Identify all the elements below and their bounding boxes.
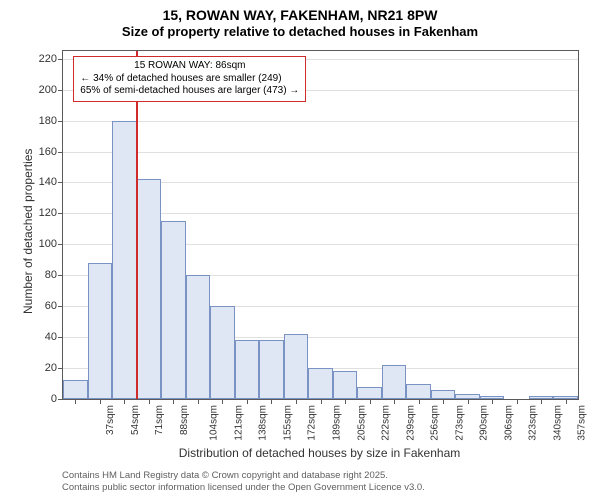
x-tick-label: 306sqm	[503, 405, 514, 441]
y-tick-mark	[58, 90, 63, 91]
y-tick-mark	[58, 213, 63, 214]
copyright-notice: Contains HM Land Registry data © Crown c…	[62, 470, 425, 494]
x-axis-label: Distribution of detached houses by size …	[62, 446, 577, 460]
x-tick-label: 222sqm	[381, 405, 392, 441]
x-tick-mark	[468, 399, 469, 404]
y-tick-label: 160	[39, 146, 57, 158]
title-line2: Size of property relative to detached ho…	[0, 24, 600, 41]
x-tick-label: 357sqm	[577, 405, 588, 441]
x-tick-mark	[271, 399, 272, 404]
x-tick-mark	[517, 399, 518, 404]
y-tick-label: 220	[39, 53, 57, 65]
title-line1: 15, ROWAN WAY, FAKENHAM, NR21 8PW	[0, 6, 600, 24]
x-tick-label: 172sqm	[307, 405, 318, 441]
y-tick-label: 140	[39, 176, 57, 188]
x-tick-mark	[124, 399, 125, 404]
x-tick-label: 88sqm	[179, 405, 190, 435]
y-axis-label: Number of detached properties	[21, 149, 35, 314]
annotation-box: 15 ROWAN WAY: 86sqm← 34% of detached hou…	[73, 56, 306, 102]
x-tick-label: 189sqm	[332, 405, 343, 441]
x-tick-mark	[198, 399, 199, 404]
y-tick-mark	[58, 399, 63, 400]
histogram-bar	[284, 334, 309, 399]
x-tick-mark	[100, 399, 101, 404]
y-tick-label: 80	[45, 269, 57, 281]
x-tick-label: 205sqm	[356, 405, 367, 441]
x-tick-label: 340sqm	[552, 405, 563, 441]
x-tick-label: 121sqm	[233, 405, 244, 441]
x-tick-mark	[541, 399, 542, 404]
histogram-bar	[186, 275, 211, 399]
histogram-bar	[137, 179, 162, 399]
x-tick-label: 323sqm	[528, 405, 539, 441]
x-tick-label: 239sqm	[405, 405, 416, 441]
gridline	[63, 152, 578, 153]
x-tick-mark	[173, 399, 174, 404]
x-tick-mark	[149, 399, 150, 404]
y-tick-label: 60	[45, 300, 57, 312]
histogram-bar	[88, 263, 113, 399]
histogram-bar	[357, 387, 382, 399]
y-tick-mark	[58, 368, 63, 369]
histogram-bar	[431, 390, 456, 399]
histogram-bar	[382, 365, 407, 399]
y-tick-mark	[58, 121, 63, 122]
histogram-bar	[235, 340, 260, 399]
y-tick-label: 180	[39, 115, 57, 127]
histogram-bar	[210, 306, 235, 399]
y-tick-label: 200	[39, 84, 57, 96]
x-tick-label: 273sqm	[454, 405, 465, 441]
y-tick-mark	[58, 306, 63, 307]
x-tick-label: 290sqm	[479, 405, 490, 441]
y-tick-mark	[58, 275, 63, 276]
x-tick-mark	[75, 399, 76, 404]
x-tick-label: 71sqm	[154, 405, 165, 435]
x-tick-mark	[321, 399, 322, 404]
x-tick-mark	[394, 399, 395, 404]
histogram-bar	[63, 380, 88, 399]
y-tick-label: 0	[51, 393, 57, 405]
x-tick-label: 54sqm	[130, 405, 141, 435]
annotation-line: ← 34% of detached houses are smaller (24…	[80, 73, 299, 86]
y-tick-mark	[58, 152, 63, 153]
x-tick-label: 37sqm	[105, 405, 116, 435]
x-tick-label: 138sqm	[258, 405, 269, 441]
x-tick-mark	[345, 399, 346, 404]
y-tick-mark	[58, 59, 63, 60]
histogram-bar	[308, 368, 333, 399]
histogram-bar	[406, 384, 431, 399]
x-tick-mark	[443, 399, 444, 404]
y-tick-mark	[58, 244, 63, 245]
x-tick-label: 256sqm	[430, 405, 441, 441]
y-tick-label: 120	[39, 207, 57, 219]
histogram-bar	[259, 340, 284, 399]
x-tick-label: 155sqm	[283, 405, 294, 441]
histogram-bar	[333, 371, 358, 399]
histogram-bar	[112, 121, 137, 399]
x-tick-mark	[419, 399, 420, 404]
y-tick-label: 20	[45, 362, 57, 374]
y-tick-mark	[58, 182, 63, 183]
gridline	[63, 121, 578, 122]
reference-line	[136, 51, 138, 399]
annotation-line: 15 ROWAN WAY: 86sqm	[80, 60, 299, 73]
x-tick-mark	[296, 399, 297, 404]
copyright-line1: Contains HM Land Registry data © Crown c…	[62, 470, 425, 482]
annotation-line: 65% of semi-detached houses are larger (…	[80, 85, 299, 98]
x-tick-mark	[222, 399, 223, 404]
copyright-line2: Contains public sector information licen…	[62, 482, 425, 494]
histogram-bar	[161, 221, 186, 399]
y-tick-label: 100	[39, 238, 57, 250]
x-tick-mark	[492, 399, 493, 404]
chart-title: 15, ROWAN WAY, FAKENHAM, NR21 8PW Size o…	[0, 0, 600, 41]
plot-area: 02040608010012014016018020022037sqm54sqm…	[62, 50, 579, 400]
chart-container: 15, ROWAN WAY, FAKENHAM, NR21 8PW Size o…	[0, 0, 600, 500]
x-tick-mark	[370, 399, 371, 404]
x-tick-mark	[566, 399, 567, 404]
x-tick-label: 104sqm	[209, 405, 220, 441]
y-tick-label: 40	[45, 331, 57, 343]
y-tick-mark	[58, 337, 63, 338]
x-tick-mark	[247, 399, 248, 404]
